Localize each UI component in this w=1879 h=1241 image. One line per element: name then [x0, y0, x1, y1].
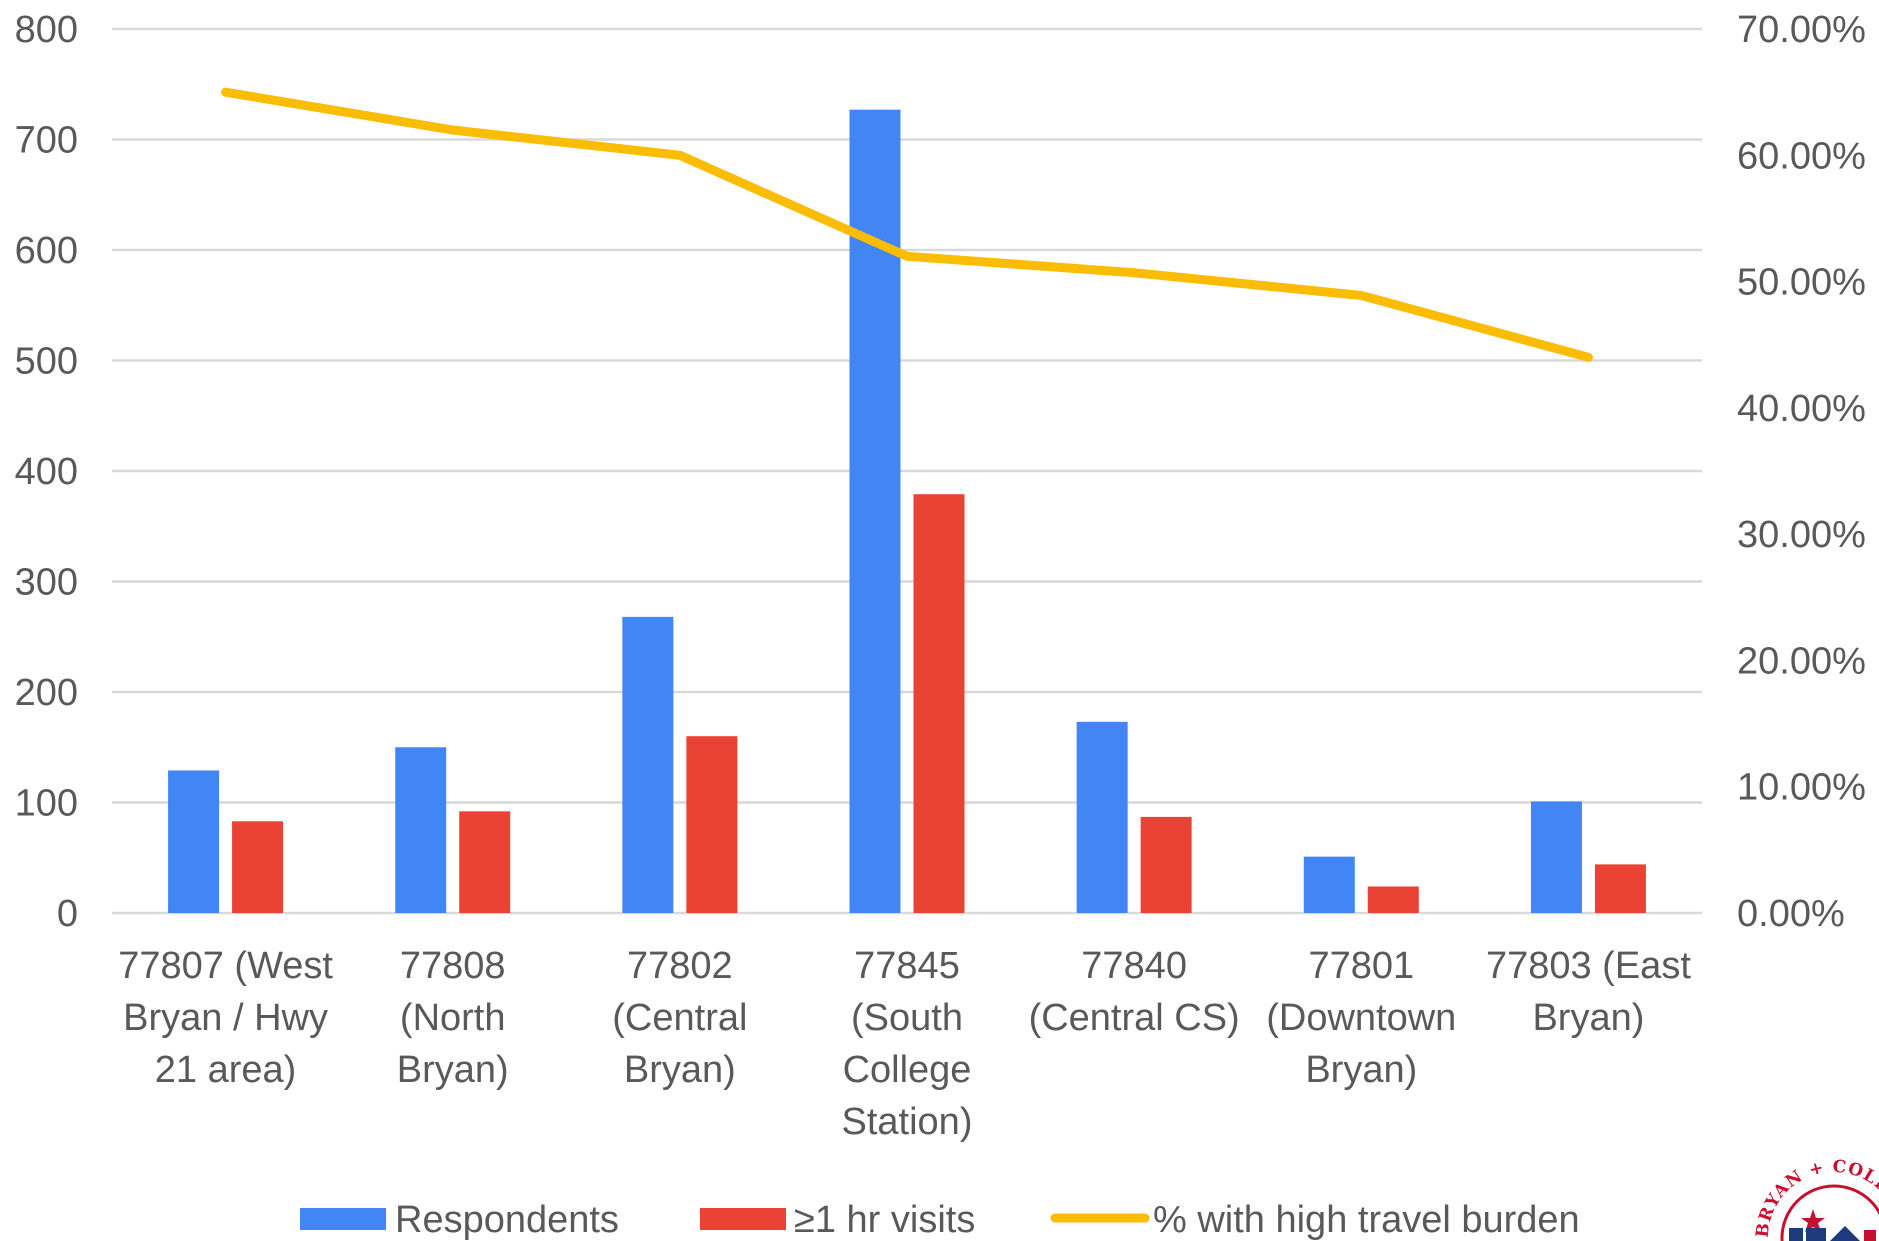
category-label-line: 77807 (West [118, 945, 333, 987]
left-axis-tick-label: 700 [15, 120, 78, 162]
legend-swatch [700, 1208, 786, 1230]
category-label: 77801 (Downtown Bryan) [1266, 945, 1456, 1091]
legend-label: Respondents [395, 1199, 619, 1241]
legend-label: % with high travel burden [1153, 1199, 1580, 1241]
left-axis-tick-label: 600 [15, 230, 78, 272]
right-axis-tick-label: 50.00% [1737, 262, 1866, 304]
category-label-line: 21 area) [155, 1049, 297, 1091]
left-axis-tick-label: 500 [15, 341, 78, 383]
right-axis-tick-label: 10.00% [1737, 767, 1866, 809]
legend-label: ≥1 hr visits [794, 1199, 975, 1241]
left-axis-tick-label: 800 [15, 9, 78, 51]
bar-respondents [1303, 856, 1355, 913]
right-axis-ticks: 0.00% 10.00% 20.00% 30.00% 40.00% 50.00% 60.00… [1737, 9, 1866, 935]
left-axis-ticks: 0 100 200 300 400 500 600 700 800 [15, 9, 78, 935]
category-label-line: Station) [842, 1101, 973, 1143]
category-label-line: College [843, 1049, 972, 1091]
category-label-line: Bryan) [397, 1049, 509, 1091]
category-label: 77807 (West Bryan / Hwy 21 area) [118, 945, 333, 1091]
bar-1-hr-visits [686, 736, 738, 913]
line-series [221, 87, 1593, 362]
gridlines [112, 27, 1702, 915]
category-label-line: (North [400, 997, 506, 1039]
line-high-travel-burden [221, 87, 1593, 362]
category-label-line: (South [851, 997, 963, 1039]
category-label: 77808 (North Bryan) [397, 945, 509, 1091]
category-label-line: Bryan) [1532, 997, 1644, 1039]
category-label-line: 77845 [854, 945, 960, 987]
category-label-line: 77840 [1081, 945, 1187, 987]
category-label-line: Bryan / Hwy [123, 997, 328, 1039]
bar-1-hr-visits [459, 811, 511, 913]
category-label: 77802 (Central Bryan) [612, 945, 747, 1091]
bar-1-hr-visits [232, 821, 284, 913]
bar-1-hr-visits [1367, 886, 1419, 913]
category-label-line: 77801 [1308, 945, 1414, 987]
category-label: 77845 (South College Station) [842, 945, 973, 1143]
right-axis-tick-label: 20.00% [1737, 640, 1866, 682]
left-axis-tick-label: 0 [57, 893, 78, 935]
left-axis-tick-label: 100 [15, 783, 78, 825]
bar-respondents [168, 770, 220, 913]
category-label-line: (Central [612, 997, 747, 1039]
bar-respondents [1530, 801, 1582, 913]
left-axis-tick-label: 300 [15, 562, 78, 604]
legend-swatch [300, 1208, 386, 1230]
bar-respondents [1076, 721, 1128, 913]
right-axis-tick-label: 60.00% [1737, 135, 1866, 177]
right-axis-tick-label: 0.00% [1737, 893, 1845, 935]
category-label-line: (Central CS) [1029, 997, 1240, 1039]
category-label-line: Bryan) [624, 1049, 736, 1091]
legend: Respondents ≥1 hr visits % with high trave… [300, 1199, 1580, 1241]
category-label: 77803 (East Bryan) [1486, 945, 1691, 1039]
category-label-line: 77808 [400, 945, 506, 987]
category-label: 77840 (Central CS) [1029, 945, 1240, 1039]
category-label-line: 77802 [627, 945, 733, 987]
category-label-line: Bryan) [1305, 1049, 1417, 1091]
bar-respondents [622, 616, 674, 913]
right-axis-tick-label: 40.00% [1737, 388, 1866, 430]
left-axis-tick-label: 400 [15, 451, 78, 493]
bar-respondents [395, 747, 447, 913]
right-axis-tick-label: 30.00% [1737, 514, 1866, 556]
category-axis-labels: 77807 (West Bryan / Hwy 21 area) 77808 (Nort… [118, 945, 1691, 1143]
category-label-line: 77803 (East [1486, 945, 1691, 987]
right-axis-tick-label: 70.00% [1737, 9, 1866, 51]
bar-1-hr-visits [1594, 864, 1646, 913]
bar-series [168, 109, 1646, 914]
bar-1-hr-visits [913, 494, 965, 913]
left-axis-tick-label: 200 [15, 672, 78, 714]
bar-1-hr-visits [1140, 816, 1192, 913]
category-label-line: (Downtown [1266, 997, 1456, 1039]
